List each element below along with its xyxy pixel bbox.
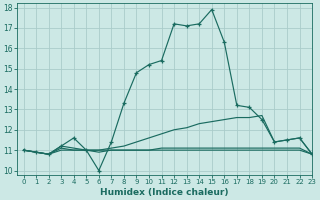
- X-axis label: Humidex (Indice chaleur): Humidex (Indice chaleur): [100, 188, 229, 197]
